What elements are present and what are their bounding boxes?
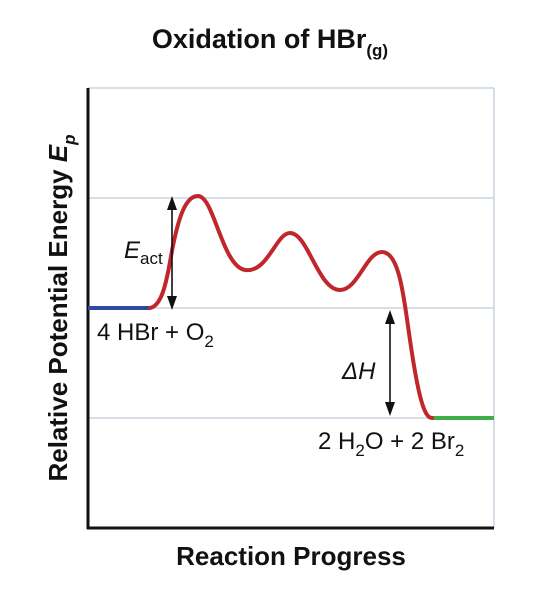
- activation-energy-label: Eact: [124, 237, 163, 268]
- enthalpy-change-arrow: [385, 310, 395, 416]
- x-axis-label: Reaction Progress: [176, 541, 406, 571]
- reactants-label: 4 HBr + O2: [97, 319, 214, 351]
- reaction-energy-curve: [148, 194, 434, 420]
- chart-title: Oxidation of HBr(g): [152, 24, 388, 60]
- activation-energy-arrow: [167, 196, 177, 310]
- y-axis-label: Relative Potential Energy Ep: [43, 134, 79, 481]
- enthalpy-change-label: ΔH: [341, 358, 376, 385]
- products-label: 2 H2O + 2 Br2: [318, 428, 464, 460]
